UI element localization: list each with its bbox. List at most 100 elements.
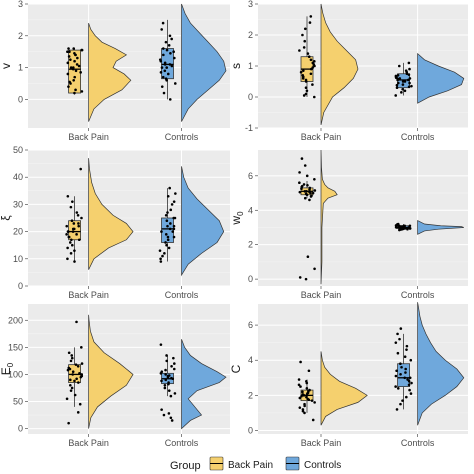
point-controls-s [401, 87, 404, 91]
point-controls-v [161, 21, 165, 25]
point-back-pain-w0 [304, 277, 308, 281]
point-controls-C [408, 376, 412, 380]
point-controls-s [404, 69, 408, 72]
point-back-pain-v [67, 55, 71, 58]
point-back-pain-xi [79, 167, 82, 171]
point-controls-C [394, 341, 398, 344]
point-controls-xi [166, 224, 169, 228]
y-tick-label: 0 [18, 281, 23, 291]
point-back-pain-C [297, 378, 301, 381]
point-back-pain-v [74, 69, 78, 73]
point-back-pain-s [304, 78, 308, 82]
point-back-pain-C [298, 396, 302, 400]
y-tick-label: 50 [13, 145, 23, 155]
point-controls-C [410, 381, 413, 385]
point-back-pain-E0 [69, 383, 72, 387]
point-controls-E0 [167, 412, 171, 415]
point-back-pain-E0 [78, 372, 81, 375]
y-tick-label: 2 [248, 30, 253, 40]
point-back-pain-E0 [74, 363, 78, 366]
point-controls-s [402, 79, 406, 83]
point-controls-xi [172, 235, 176, 239]
point-back-pain-E0 [69, 389, 73, 392]
point-back-pain-w0 [313, 177, 316, 181]
point-back-pain-s [299, 70, 303, 74]
point-back-pain-E0 [76, 364, 80, 368]
point-controls-v [159, 71, 163, 74]
point-controls-xi [158, 249, 162, 252]
point-controls-C [399, 362, 402, 366]
point-controls-v [168, 63, 172, 66]
x-tick-label-controls: Controls [165, 290, 199, 300]
point-back-pain-w0 [306, 255, 310, 259]
point-controls-E0 [159, 343, 163, 346]
point-controls-C [396, 332, 399, 336]
point-back-pain-E0 [65, 397, 69, 401]
point-back-pain-E0 [76, 411, 80, 414]
point-controls-s [396, 81, 400, 85]
x-tick-label-back-pain: Back Pain [301, 290, 342, 300]
point-back-pain-xi [70, 238, 73, 242]
point-controls-xi [164, 241, 167, 244]
point-back-pain-xi [73, 249, 76, 252]
point-controls-E0 [172, 367, 176, 371]
point-controls-v [164, 77, 168, 81]
point-controls-C [408, 388, 411, 392]
point-back-pain-xi [76, 213, 80, 217]
point-back-pain-w0 [313, 189, 317, 192]
point-controls-C [409, 392, 413, 395]
point-back-pain-E0 [70, 386, 74, 390]
y-tick-label: 10 [13, 254, 23, 264]
point-back-pain-xi [70, 219, 74, 223]
point-back-pain-w0 [298, 276, 302, 279]
point-back-pain-w0 [308, 190, 311, 194]
y-tick-label: 2 [248, 240, 253, 250]
y-tick-label: 3 [248, 0, 253, 9]
panel-xi: 0 10 20 30 40 50 Back Pain Controls ξ [0, 145, 230, 300]
x-tick-label-controls: Controls [165, 132, 199, 142]
point-back-pain-xi [77, 238, 81, 242]
point-controls-s [408, 77, 412, 80]
point-controls-xi [174, 192, 177, 195]
point-back-pain-w0 [298, 190, 302, 194]
point-controls-xi [167, 246, 171, 250]
point-back-pain-w0 [298, 181, 301, 185]
point-controls-v [170, 64, 174, 68]
y-tick-label: 2 [248, 390, 253, 400]
point-back-pain-xi [66, 257, 69, 261]
point-controls-E0 [173, 362, 176, 365]
density-controls-C [417, 302, 465, 426]
point-back-pain-v [76, 56, 79, 60]
point-back-pain-C [298, 406, 302, 409]
point-back-pain-C [303, 402, 306, 406]
point-back-pain-xi [69, 205, 73, 209]
point-controls-xi [160, 230, 163, 233]
point-controls-xi [166, 235, 170, 239]
y-tick-label: 0 [248, 92, 253, 102]
point-controls-s [408, 81, 411, 85]
point-controls-s [395, 83, 399, 87]
point-back-pain-xi [65, 224, 69, 228]
density-controls-E0 [181, 339, 227, 430]
point-controls-C [405, 395, 408, 399]
point-controls-xi [172, 227, 176, 231]
point-controls-C [404, 367, 407, 371]
point-back-pain-xi [77, 222, 80, 225]
y-tick-label: 6 [248, 171, 253, 181]
density-controls-xi [181, 166, 225, 277]
point-controls-xi [164, 213, 168, 217]
point-back-pain-xi [70, 243, 74, 247]
point-controls-w0 [408, 227, 412, 230]
point-controls-s [403, 89, 407, 93]
point-back-pain-xi [75, 211, 79, 214]
point-back-pain-xi [75, 233, 78, 236]
point-controls-C [409, 358, 413, 362]
point-controls-s [406, 78, 410, 82]
point-back-pain-v [68, 80, 71, 84]
x-tick-label-back-pain: Back Pain [68, 132, 109, 142]
point-controls-C [394, 374, 398, 378]
point-controls-v [161, 75, 165, 79]
point-controls-xi [168, 227, 172, 231]
point-controls-v [172, 50, 175, 53]
point-controls-C [405, 344, 409, 348]
